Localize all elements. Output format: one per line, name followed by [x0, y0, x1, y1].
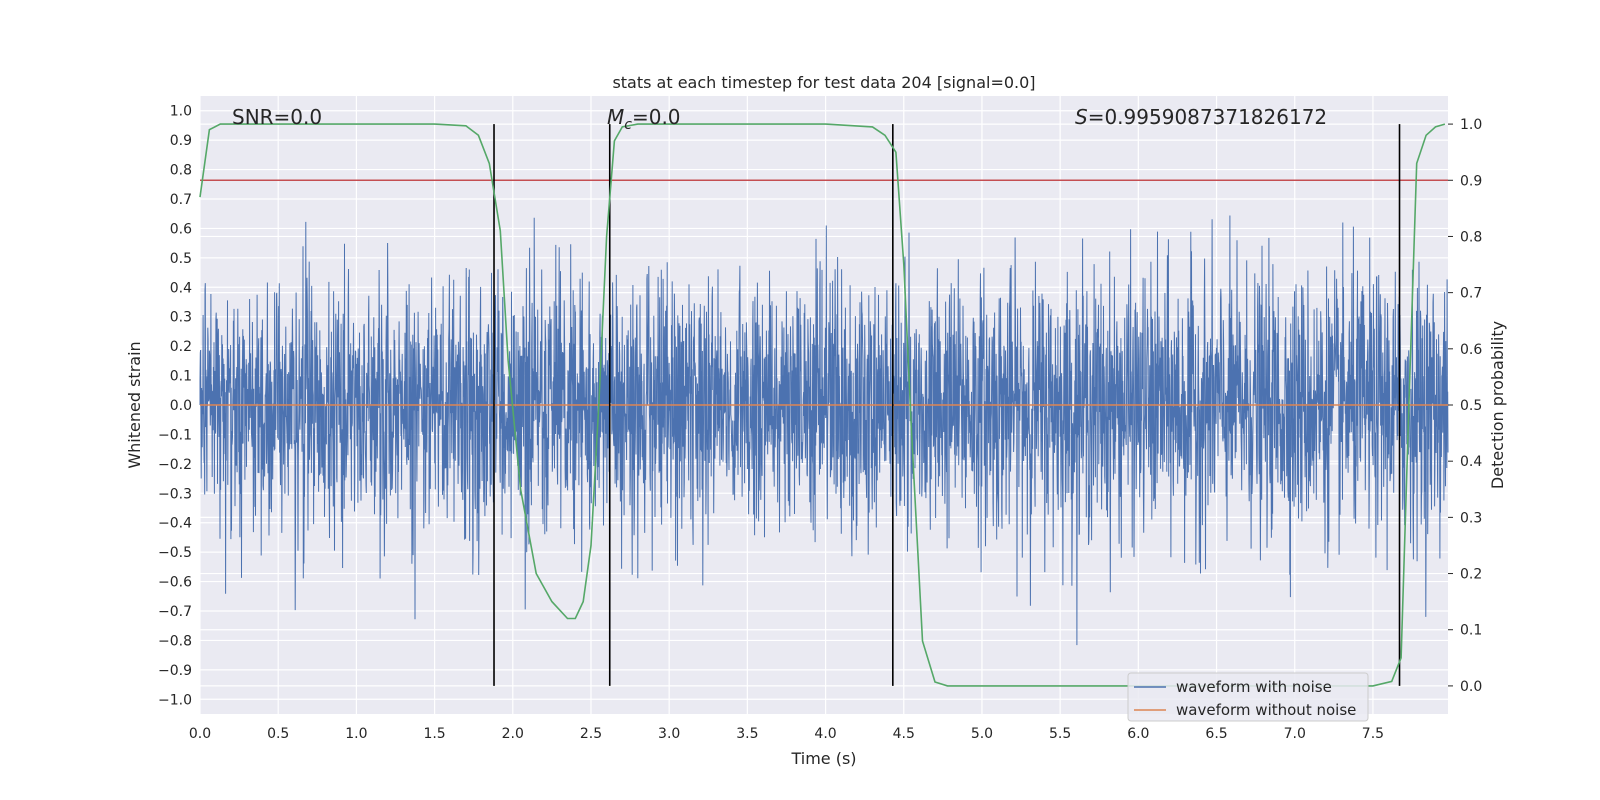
y-tick-label: −0.2	[158, 457, 192, 473]
y-tick-label: −0.9	[158, 663, 192, 679]
y2-tick-label: 1.0	[1460, 117, 1482, 133]
y2-tick-label: 0.0	[1460, 679, 1482, 695]
y-tick-label: −0.5	[158, 545, 192, 561]
legend-label-clean: waveform without noise	[1176, 701, 1356, 719]
legend-label-noise: waveform with noise	[1176, 678, 1332, 696]
y-tick-label: 0.7	[170, 192, 192, 208]
y2-tick-label: 0.7	[1460, 286, 1482, 302]
snr-annotation: SNR=0.0	[232, 105, 322, 129]
x-tick-label: 0.0	[189, 726, 211, 742]
y2-tick-label: 0.3	[1460, 510, 1482, 526]
x-tick-label: 3.5	[736, 726, 758, 742]
y-tick-label: −0.3	[158, 486, 192, 502]
y-tick-label: −0.1	[158, 427, 192, 443]
chirp-mass-value: =0.0	[632, 105, 681, 129]
x-tick-label: 4.5	[893, 726, 915, 742]
y-tick-label: 0.3	[170, 310, 192, 326]
y-tick-label: 0.9	[170, 133, 192, 149]
y-tick-label: −0.8	[158, 633, 192, 649]
legend-box	[1127, 672, 1369, 722]
x-tick-label: 1.0	[345, 726, 367, 742]
y-axis-label: Whitened strain	[125, 341, 144, 468]
y-tick-label: 0.5	[170, 251, 192, 267]
x-tick-label: 7.5	[1362, 726, 1384, 742]
y-tick-label: −1.0	[158, 692, 192, 708]
significance-symbol: S	[1075, 105, 1088, 129]
x-tick-label: 7.0	[1284, 726, 1306, 742]
y2-tick-label: 0.1	[1460, 623, 1482, 639]
y-tick-label: −0.4	[158, 516, 192, 532]
y2-tick-label: 0.8	[1460, 229, 1482, 245]
y-tick-label: −0.6	[158, 575, 192, 591]
x-tick-label: 2.5	[580, 726, 602, 742]
y2-tick-label: 0.6	[1460, 342, 1482, 358]
y2-tick-label: 0.4	[1460, 454, 1482, 470]
chirp-mass-symbol: M	[607, 105, 624, 129]
y-tick-label: 1.0	[170, 104, 192, 120]
y-tick-label: 0.0	[170, 398, 192, 414]
x-tick-label: 6.0	[1127, 726, 1149, 742]
y-tick-label: 0.2	[170, 339, 192, 355]
waveform-with-noise-series	[199, 215, 1449, 646]
x-tick-label: 2.0	[502, 726, 524, 742]
y-tick-label: 0.8	[170, 163, 192, 179]
y-tick-label: 0.1	[170, 369, 192, 385]
x-tick-label: 1.5	[423, 726, 445, 742]
y-tick-label: 0.6	[170, 221, 192, 237]
x-tick-label: 6.5	[1205, 726, 1227, 742]
x-tick-label: 4.0	[814, 726, 836, 742]
legend: waveform with noise waveform without noi…	[1127, 672, 1369, 722]
x-tick-label: 3.0	[658, 726, 680, 742]
y-tick-label: 0.4	[170, 280, 192, 296]
x-axis-label: Time (s)	[790, 749, 856, 768]
y2-tick-label: 0.2	[1460, 567, 1482, 583]
y2-tick-label: 0.5	[1460, 398, 1482, 414]
x-tick-label: 0.5	[267, 726, 289, 742]
significance-value: =0.9959087371826172	[1088, 105, 1327, 129]
y-tick-label: −0.7	[158, 604, 192, 620]
x-tick-label: 5.0	[971, 726, 993, 742]
chirp-mass-annotation: Mc=0.0	[607, 105, 681, 133]
x-tick-label: 5.5	[1049, 726, 1071, 742]
chart-title: stats at each timestep for test data 204…	[612, 73, 1035, 92]
waveform-with-noise-line	[199, 215, 1449, 646]
axes: 0.0 0.5 1.0 1.5 2.0 2.5 3.0 3.5 4.0 4.5 5.0 5.5 6.0 6…	[158, 104, 1482, 742]
y2-tick-label: 0.9	[1460, 173, 1482, 189]
significance-annotation: S=0.9959087371826172	[1075, 105, 1327, 129]
chirp-mass-subscript: c	[624, 117, 632, 133]
y2-axis-label: Detection probability	[1488, 321, 1507, 489]
